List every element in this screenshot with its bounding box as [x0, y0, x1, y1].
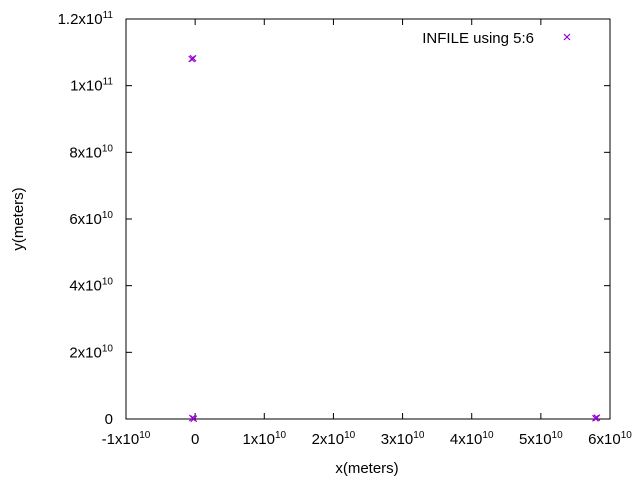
legend-marker	[563, 33, 571, 41]
x-tick-label: 3x1010	[381, 430, 425, 448]
x-tick-label-exponent: 10	[275, 430, 287, 441]
y-tick-label-exponent: 10	[102, 343, 114, 354]
plot-frame	[125, 18, 611, 420]
x-tick-label-mantissa: 3x10	[381, 431, 414, 448]
y-tick-label: 1.2x1011	[58, 10, 114, 28]
x-tick-label-mantissa: 0	[191, 431, 199, 448]
x-tick-label-exponent: 10	[139, 430, 151, 441]
x-tick-label-mantissa: 4x10	[450, 431, 483, 448]
x-tick-label-mantissa: -1x10	[102, 431, 140, 448]
y-tick-label-exponent: 11	[103, 77, 114, 88]
legend: INFILE using 5:6	[422, 30, 571, 47]
data-point	[593, 414, 601, 422]
legend-marker-x	[563, 33, 571, 41]
legend-label: INFILE using 5:6	[422, 30, 534, 47]
x-tick-label-exponent: 10	[621, 430, 633, 441]
x-tick-label: 2x1010	[312, 430, 356, 448]
y-tick-label-mantissa: 1.2x10	[58, 11, 103, 28]
x-tick-label: 1x1010	[242, 430, 286, 448]
y-tick-label-exponent: 11	[103, 10, 114, 21]
x-tick-label: 5x1010	[519, 430, 563, 448]
y-tick-label: 4x1010	[69, 277, 113, 295]
x-tick-label-mantissa: 1x10	[242, 431, 275, 448]
x-tick-label-mantissa: 5x10	[519, 431, 552, 448]
x-tick-label-exponent: 10	[482, 430, 494, 441]
y-tick-label-mantissa: 6x10	[69, 211, 102, 228]
x-axis-label: x(meters)	[335, 460, 398, 477]
y-tick-label-mantissa: 8x10	[69, 144, 102, 161]
y-tick-label-exponent: 10	[102, 210, 114, 221]
y-tick-label-exponent: 10	[102, 143, 114, 154]
x-tick-label-exponent: 10	[552, 430, 564, 441]
y-tick-label-mantissa: 4x10	[69, 278, 102, 295]
data-point	[190, 415, 198, 423]
y-tick-label-mantissa: 1x10	[70, 78, 103, 95]
y-tick-label-exponent: 10	[102, 277, 114, 288]
y-tick-label: 1x1011	[70, 77, 113, 95]
data-point	[189, 54, 197, 62]
y-tick-label: 8x1010	[69, 143, 113, 161]
x-tick-label: 0	[191, 431, 199, 448]
y-tick-label: 6x1010	[69, 210, 113, 228]
x-tick-label: 4x1010	[450, 430, 494, 448]
data-points	[188, 54, 601, 423]
x-tick-label-mantissa: 2x10	[312, 431, 345, 448]
x-tick-label-exponent: 10	[413, 430, 425, 441]
x-tick-label: -1x1010	[102, 430, 151, 448]
x-tick-label: 6x1010	[588, 430, 632, 448]
x-tick-label-mantissa: 6x10	[588, 431, 621, 448]
x-axis-ticks: -1x1010 0 1x1010 2x1010 3x1010 4x1010 5x1010 6x…	[102, 19, 632, 448]
y-tick-label-mantissa: 2x10	[69, 344, 102, 361]
y-tick-label: 2x1010	[69, 343, 113, 361]
y-tick-label: 0	[105, 411, 113, 428]
y-tick-label-mantissa: 0	[105, 411, 113, 428]
y-axis-label: y(meters)	[10, 187, 27, 250]
x-tick-label-exponent: 10	[344, 430, 356, 441]
